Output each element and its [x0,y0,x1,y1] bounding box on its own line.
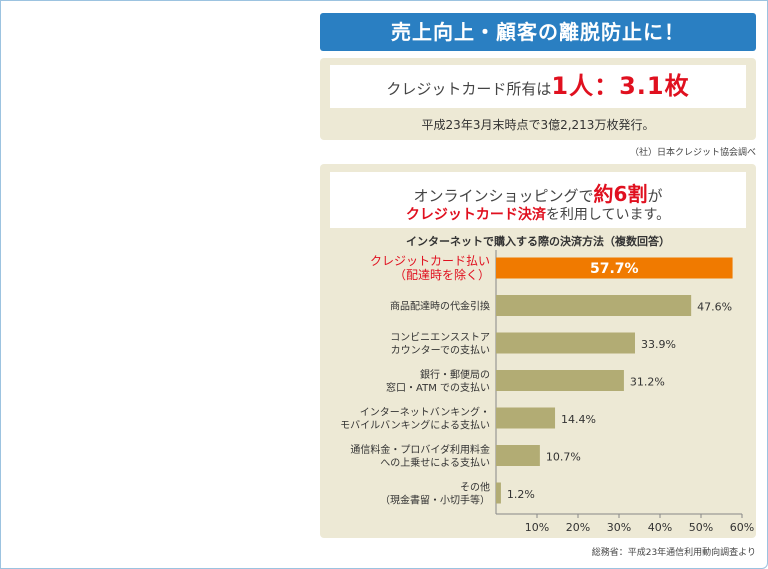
bar [496,370,624,391]
online-panel: オンラインショッピングで約6割が クレジットカード決済を利用しています。 [320,164,756,538]
category-label: （配達時を除く） [394,267,490,282]
category-label: インターネットバンキング・ [360,406,490,419]
card-stat-box: クレジットカード所有は1人：3.1枚 [330,65,746,108]
card-stat-source: （社）日本クレジット協会調べ [629,148,756,158]
online-headline-line1: オンラインショッピングで約6割が [330,178,746,207]
online-line1-post: が [647,187,663,205]
category-label: 窓口・ATM での支払い [386,381,490,394]
bar [496,407,556,429]
bar [496,295,692,316]
x-tick-label: 40% [648,521,672,534]
bar-value-label: 10.7% [546,451,581,464]
card-stat-panel: クレジットカード所有は1人：3.1枚 平成23年3月末時点で3億2,213万枚発… [320,58,756,140]
card-stat-note: 平成23年3月末時点で3億2,213万枚発行。 [421,118,655,132]
bar [496,332,635,354]
bar-value-label: 14.4% [561,413,596,426]
bar-value-label: 47.6% [697,301,732,314]
bar-value-label: 31.2% [630,376,665,389]
x-tick-label: 20% [566,521,590,534]
category-label: （現金書留・小切手等） [380,494,490,507]
online-line1-emphasis: 約6割 [593,182,648,206]
online-headline-box: オンラインショッピングで約6割が クレジットカード決済を利用しています。 [330,172,746,228]
category-label: 通信料金・プロバイダ利用料金 [350,443,490,456]
category-label: その他 [460,481,490,494]
category-label: 商品配達時の代金引換 [390,300,490,313]
online-line2-post: を利用しています。 [545,207,671,223]
chart-title: インターネットで購入する際の決済方法（複数回答） [406,235,670,248]
category-label: カウンターでの支払い [391,344,490,357]
payment-method-bar-chart: 10% 20% 30% 40% 50% 60% 57.7% クレジットカード払い（配達時を除く… [340,250,754,534]
online-line2-emphasis: クレジットカード決済 [405,207,546,223]
x-tick-label: 30% [607,521,631,534]
bar-value-label: 57.7% [590,261,639,277]
category-label: 銀行・郵便局の [420,368,490,381]
category-label: モバイルバンキングによる支払い [340,419,490,432]
category-label: クレジットカード払い [370,254,490,268]
banner-title: 売上向上・顧客の離脱防止に！ [320,13,756,51]
online-line1-pre: オンラインショッピングで [413,187,594,205]
x-tick-label: 50% [689,521,713,534]
card-stat-value: 1人：3.1枚 [551,72,690,100]
bar-value-label: 1.2% [507,488,535,501]
online-headline-line2: クレジットカード決済を利用しています。 [330,204,746,224]
category-label: コンビニエンスストア [390,332,490,344]
card-stat-prefix: クレジットカード所有は [386,80,552,98]
bar [496,482,501,504]
bar [496,445,540,466]
x-tick-label: 60% [730,521,754,534]
x-tick-label: 10% [525,521,549,534]
chart-source: 総務省：平成23年通信利用動向調査より [591,548,756,558]
bar-value-label: 33.9% [641,338,676,351]
category-label: への上乗せによる支払い [380,456,490,469]
bar [496,257,733,279]
